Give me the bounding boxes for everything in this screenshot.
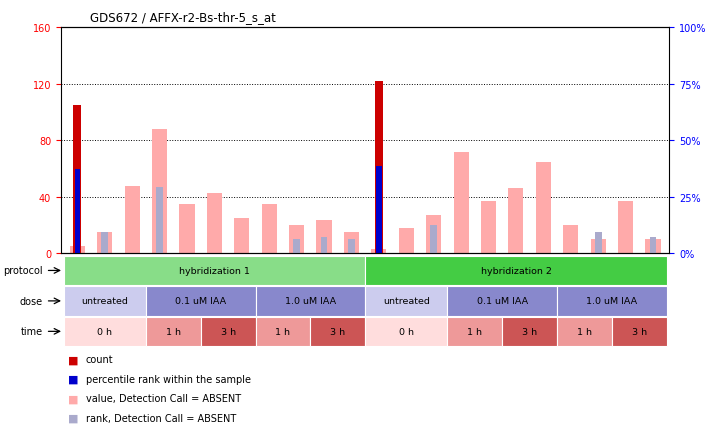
Text: 1 h: 1 h xyxy=(577,327,592,336)
Bar xyxy=(612,317,667,346)
Text: GDS672 / AFFX-r2-Bs-thr-5_s_at: GDS672 / AFFX-r2-Bs-thr-5_s_at xyxy=(90,11,276,24)
Bar xyxy=(591,240,606,254)
Text: hybridization 1: hybridization 1 xyxy=(179,266,250,275)
Bar xyxy=(481,202,496,254)
Bar xyxy=(125,186,140,254)
Bar xyxy=(64,256,365,286)
Bar xyxy=(200,317,256,346)
Text: ■: ■ xyxy=(68,374,79,384)
Text: untreated: untreated xyxy=(82,297,128,306)
Bar xyxy=(146,286,256,316)
Bar xyxy=(73,106,82,254)
Bar xyxy=(365,256,667,286)
Bar xyxy=(316,220,332,254)
Bar xyxy=(69,247,85,254)
Text: 3 h: 3 h xyxy=(221,327,236,336)
Text: ■: ■ xyxy=(68,355,79,364)
Text: 0.1 uM IAA: 0.1 uM IAA xyxy=(175,297,226,306)
Bar xyxy=(207,193,222,254)
Bar xyxy=(64,286,146,316)
Bar xyxy=(234,219,249,254)
Bar xyxy=(376,166,382,254)
Text: time: time xyxy=(21,327,43,336)
Bar xyxy=(536,162,551,254)
Bar xyxy=(374,82,383,254)
Text: 3 h: 3 h xyxy=(632,327,647,336)
Text: 1 h: 1 h xyxy=(276,327,291,336)
Bar xyxy=(448,317,502,346)
Bar xyxy=(502,317,557,346)
Bar xyxy=(365,286,448,316)
Bar xyxy=(448,286,557,316)
Bar xyxy=(557,317,612,346)
Bar xyxy=(372,250,387,254)
Bar xyxy=(365,317,448,346)
Bar xyxy=(146,317,200,346)
Text: ■: ■ xyxy=(68,394,79,403)
Bar xyxy=(508,189,523,254)
Text: 1.0 uM IAA: 1.0 uM IAA xyxy=(285,297,336,306)
Bar xyxy=(64,317,146,346)
Text: value, Detection Call = ABSENT: value, Detection Call = ABSENT xyxy=(86,394,241,403)
Bar xyxy=(293,240,300,254)
Text: count: count xyxy=(86,355,114,364)
Bar xyxy=(152,130,167,254)
Text: protocol: protocol xyxy=(3,266,43,276)
Text: dose: dose xyxy=(19,296,43,306)
Bar xyxy=(256,317,310,346)
Text: 3 h: 3 h xyxy=(330,327,345,336)
Bar xyxy=(645,240,661,254)
Text: ■: ■ xyxy=(68,413,79,423)
Bar xyxy=(101,233,108,254)
Text: 1.0 uM IAA: 1.0 uM IAA xyxy=(586,297,637,306)
Text: 0 h: 0 h xyxy=(97,327,112,336)
Bar xyxy=(649,237,657,254)
Bar xyxy=(74,169,80,254)
Bar xyxy=(563,226,579,254)
Bar xyxy=(426,216,441,254)
Bar xyxy=(156,187,163,254)
Text: 1 h: 1 h xyxy=(468,327,483,336)
Text: 0 h: 0 h xyxy=(399,327,414,336)
Bar xyxy=(256,286,365,316)
Text: percentile rank within the sample: percentile rank within the sample xyxy=(86,374,251,384)
Text: untreated: untreated xyxy=(383,297,430,306)
Bar xyxy=(344,233,359,254)
Bar xyxy=(310,317,365,346)
Bar xyxy=(348,240,355,254)
Bar xyxy=(399,228,414,254)
Bar xyxy=(595,233,601,254)
Bar xyxy=(430,226,437,254)
Text: 1 h: 1 h xyxy=(166,327,180,336)
Bar xyxy=(289,226,304,254)
Bar xyxy=(618,202,633,254)
Bar xyxy=(261,204,277,254)
Bar xyxy=(97,233,112,254)
Text: 0.1 uM IAA: 0.1 uM IAA xyxy=(477,297,528,306)
Text: rank, Detection Call = ABSENT: rank, Detection Call = ABSENT xyxy=(86,413,236,423)
Bar xyxy=(557,286,667,316)
Bar xyxy=(453,152,469,254)
Bar xyxy=(180,204,195,254)
Text: hybridization 2: hybridization 2 xyxy=(480,266,551,275)
Bar xyxy=(321,237,327,254)
Text: 3 h: 3 h xyxy=(522,327,537,336)
